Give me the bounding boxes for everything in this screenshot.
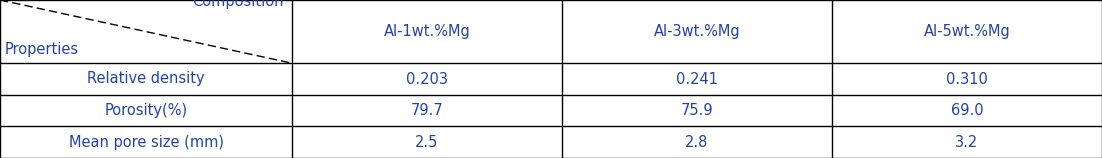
Text: Al-5wt.%Mg: Al-5wt.%Mg	[923, 24, 1011, 39]
Text: 0.310: 0.310	[947, 72, 987, 86]
Text: Al-3wt.%Mg: Al-3wt.%Mg	[653, 24, 741, 39]
Text: 69.0: 69.0	[951, 103, 983, 118]
Text: 0.203: 0.203	[406, 72, 449, 86]
Text: Al-1wt.%Mg: Al-1wt.%Mg	[383, 24, 471, 39]
Text: Porosity(%): Porosity(%)	[105, 103, 187, 118]
Text: 2.5: 2.5	[415, 135, 439, 150]
Text: Properties: Properties	[4, 42, 78, 57]
Text: Mean pore size (mm): Mean pore size (mm)	[68, 135, 224, 150]
Text: 3.2: 3.2	[955, 135, 979, 150]
Text: 75.9: 75.9	[681, 103, 713, 118]
Text: Relative density: Relative density	[87, 72, 205, 86]
Text: Composition: Composition	[192, 0, 283, 9]
Text: 79.7: 79.7	[411, 103, 443, 118]
Text: 2.8: 2.8	[685, 135, 709, 150]
Text: 0.241: 0.241	[676, 72, 719, 86]
